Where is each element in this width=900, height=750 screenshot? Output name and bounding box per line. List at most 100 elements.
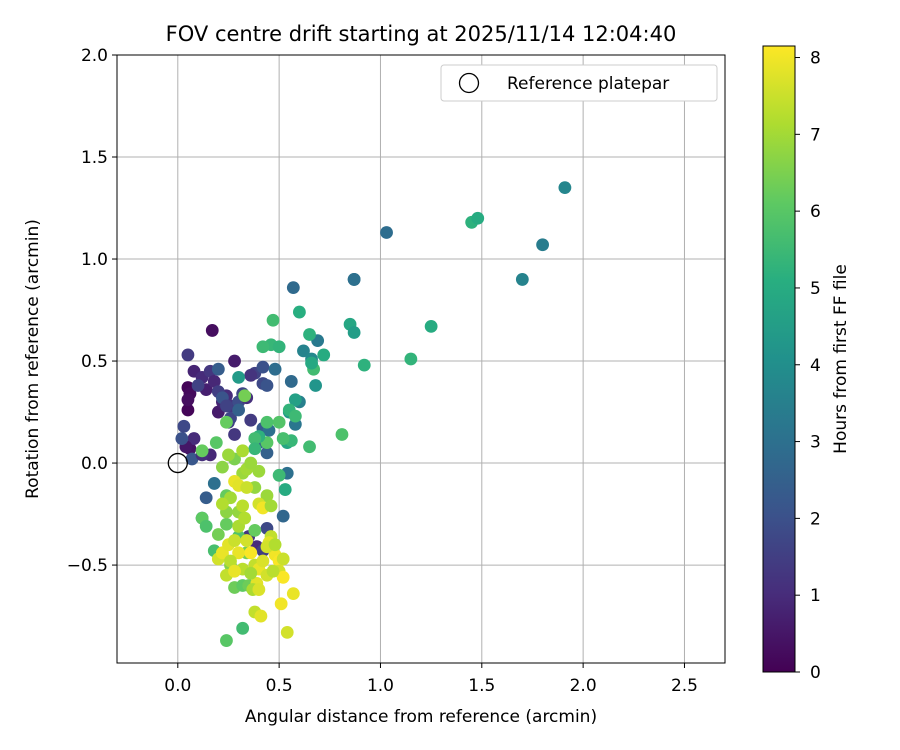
data-point (515, 273, 529, 286)
data-point (288, 409, 302, 423)
data-point (238, 389, 252, 403)
data-point (357, 358, 371, 372)
data-point (404, 352, 418, 366)
data-point (278, 483, 292, 496)
data-point (220, 517, 233, 531)
data-point (347, 326, 361, 339)
data-point (240, 481, 254, 494)
plot-background (117, 55, 725, 663)
data-point (228, 354, 241, 368)
data-point (238, 511, 252, 525)
x-tick-label: 1.5 (468, 676, 495, 696)
y-axis-label: Rotation from reference (arcmin) (23, 219, 43, 499)
y-tick-label: 0.0 (81, 454, 108, 474)
y-tick-label: 1.0 (81, 250, 108, 270)
data-point (260, 446, 274, 460)
data-point (260, 415, 274, 429)
colorbar-tick-label: 7 (810, 125, 821, 145)
data-point (276, 570, 290, 584)
data-point (380, 226, 393, 239)
data-point (181, 348, 195, 362)
data-point (220, 415, 233, 429)
data-point (266, 564, 280, 578)
legend-reference-marker (458, 72, 480, 94)
colorbar-tick-label: 0 (810, 663, 821, 683)
data-point (240, 534, 254, 547)
data-point (191, 379, 205, 392)
colorbar-gradient (762, 45, 796, 673)
data-point (177, 419, 191, 433)
data-point (222, 448, 235, 462)
data-point (268, 538, 282, 552)
data-point (347, 273, 361, 286)
data-point (252, 583, 266, 596)
data-point (335, 428, 349, 441)
data-point (232, 403, 246, 417)
colorbar-tick-label: 8 (810, 49, 821, 69)
data-point (244, 566, 258, 580)
data-point (211, 528, 225, 541)
reference-layer (167, 452, 188, 474)
data-point (254, 609, 268, 623)
data-point (207, 375, 221, 388)
plot-frame (116, 54, 726, 664)
data-point (224, 554, 237, 568)
data-point (303, 328, 316, 341)
x-axis: 0.0 0.5 1.0 1.5 2.0 2.5 (164, 663, 698, 696)
data-point (220, 634, 233, 647)
data-point (205, 324, 219, 337)
data-point (236, 499, 250, 513)
data-point (228, 564, 241, 578)
data-point (187, 432, 201, 445)
reference-point-marker (167, 452, 188, 474)
y-tick-label: 2.0 (81, 46, 108, 66)
data-point (199, 491, 213, 505)
chart-title: FOV centre drift starting at 2025/11/14 … (166, 22, 677, 46)
data-point (232, 370, 246, 384)
x-tick-label: 0.5 (266, 676, 293, 696)
data-point (471, 211, 485, 225)
y-tick-label: 1.5 (81, 148, 108, 168)
data-point (199, 519, 213, 533)
data-point (276, 432, 290, 445)
data-point (276, 552, 290, 566)
data-point (260, 379, 274, 392)
colorbar-ticks: 0 1 2 3 4 5 6 7 8 (795, 49, 821, 683)
data-point (256, 554, 270, 568)
colorbar-tick-label: 6 (810, 202, 821, 222)
data-point (280, 625, 294, 639)
legend-entry-reference: Reference platepar (507, 74, 669, 94)
data-point (266, 313, 280, 327)
colorbar-label: Hours from first FF file (831, 264, 851, 454)
data-point (248, 523, 262, 537)
data-point (244, 546, 258, 560)
data-point (236, 621, 250, 635)
data-point (232, 546, 246, 560)
colorbar-tick-label: 2 (810, 509, 821, 529)
data-point (276, 509, 290, 523)
data-point (293, 305, 306, 319)
data-point (209, 436, 223, 450)
x-tick-label: 0.0 (164, 676, 191, 696)
colorbar-tick-label: 1 (810, 586, 821, 606)
data-point (244, 456, 258, 470)
data-point (236, 444, 250, 458)
data-point (228, 534, 241, 547)
data-point (303, 440, 316, 454)
data-point (536, 238, 549, 252)
data-point (274, 597, 288, 611)
data-point (244, 413, 258, 427)
plot-area: 0.0 0.5 1.0 1.5 2.0 2.5 −0.5 0.0 0.5 1.0 1.5 2.0 (67, 46, 726, 696)
y-tick-label: 0.5 (81, 352, 108, 372)
data-point (207, 477, 221, 490)
x-tick-label: 1.0 (367, 676, 394, 696)
colorbar-tick-label: 3 (810, 433, 821, 453)
legend-box (440, 64, 718, 102)
colorbar-tick-label: 4 (810, 356, 821, 376)
data-point (181, 403, 195, 417)
x-tick-label: 2.0 (570, 676, 597, 696)
y-tick-label: −0.5 (67, 556, 108, 576)
data-point (248, 442, 262, 456)
colorbar-tick-label: 5 (810, 279, 821, 299)
